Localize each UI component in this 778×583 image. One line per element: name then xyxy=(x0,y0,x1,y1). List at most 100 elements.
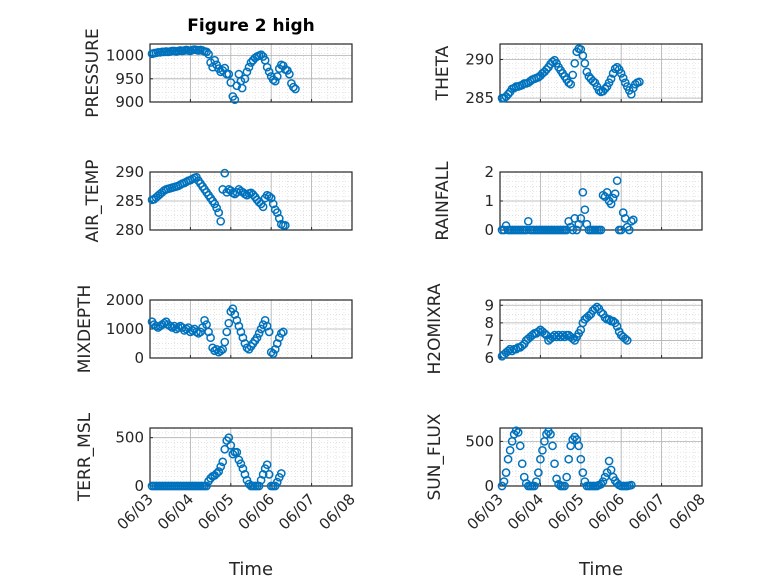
data-point xyxy=(568,70,578,80)
data-point xyxy=(580,58,590,68)
y-tick-label: 2 xyxy=(484,163,494,181)
data-point xyxy=(570,214,580,223)
data-point xyxy=(210,199,219,209)
data-point xyxy=(266,193,276,203)
x-tick-label: 06/07 xyxy=(275,490,318,533)
data-point xyxy=(558,330,567,340)
data-point xyxy=(268,199,278,209)
data-point xyxy=(578,187,588,197)
data-point xyxy=(214,208,224,217)
x-tick-label: 06/07 xyxy=(625,490,668,533)
data-point xyxy=(602,187,612,197)
y-tick-label: 900 xyxy=(115,93,144,111)
x-axis-label: Time xyxy=(228,559,273,580)
data-point xyxy=(274,214,284,223)
data-point xyxy=(501,468,511,477)
data-point xyxy=(236,459,246,469)
y-axis-label: THETA xyxy=(433,45,453,101)
data-point xyxy=(268,349,278,358)
data-point xyxy=(256,475,266,485)
x-tick-label: 06/08 xyxy=(316,490,359,533)
data-point xyxy=(568,225,578,235)
data-point xyxy=(212,203,222,213)
data-point xyxy=(608,316,618,326)
y-tick-label: 500 xyxy=(465,432,494,450)
data-point xyxy=(564,78,574,88)
data-point xyxy=(596,225,606,235)
data-point xyxy=(244,62,254,72)
data-point xyxy=(505,344,515,354)
data-point xyxy=(222,327,232,337)
y-tick-label: 7 xyxy=(484,331,494,349)
y-tick-label: 8 xyxy=(484,314,494,332)
data-point xyxy=(610,189,620,199)
data-point xyxy=(291,84,300,94)
y-tick-label: 290 xyxy=(115,163,144,181)
y-tick-label: 285 xyxy=(465,89,494,107)
data-point xyxy=(606,74,616,84)
data-point xyxy=(560,332,569,342)
data-point xyxy=(276,469,286,478)
data-point xyxy=(220,168,230,178)
data-point xyxy=(216,346,226,356)
data-point xyxy=(610,64,620,74)
y-tick-label: 6 xyxy=(484,349,494,367)
data-point xyxy=(499,477,509,486)
data-point xyxy=(574,441,584,451)
data-point xyxy=(588,76,598,86)
data-point xyxy=(542,65,551,74)
y-tick-label: 9 xyxy=(484,296,494,314)
data-point xyxy=(612,62,622,72)
data-point xyxy=(210,346,219,356)
data-point xyxy=(511,426,521,436)
data-point xyxy=(248,190,258,199)
data-point xyxy=(254,329,264,338)
data-point xyxy=(635,77,644,87)
data-point xyxy=(600,472,610,482)
data-point xyxy=(626,480,636,490)
y-tick-label: 1000 xyxy=(106,320,144,338)
data-point xyxy=(226,441,236,450)
y-axis-label: MIXDEPTH xyxy=(75,285,95,374)
y-tick-label: 0 xyxy=(134,477,144,495)
data-point xyxy=(624,225,634,235)
y-axis-label: TERR_MSL xyxy=(75,412,95,502)
data-point xyxy=(242,343,252,353)
data-point xyxy=(606,199,616,209)
data-point xyxy=(272,477,282,487)
data-point xyxy=(570,58,580,68)
data-point xyxy=(594,86,604,95)
x-tick-label: 06/04 xyxy=(504,490,547,533)
y-tick-label: 1000 xyxy=(106,47,144,65)
data-point xyxy=(216,216,226,226)
data-point xyxy=(564,454,574,464)
axes-box xyxy=(149,299,353,359)
data-point xyxy=(232,315,242,325)
data-point xyxy=(264,327,274,337)
data-point xyxy=(202,47,211,57)
data-point xyxy=(616,69,626,78)
data-point xyxy=(202,481,211,491)
data-point xyxy=(285,69,294,79)
data-point xyxy=(608,193,618,203)
data-point xyxy=(584,311,594,321)
data-point xyxy=(513,428,523,437)
data-point xyxy=(234,321,244,331)
data-point xyxy=(238,333,248,343)
data-point xyxy=(582,67,592,77)
data-point xyxy=(540,329,549,338)
data-point xyxy=(576,214,586,223)
data-point xyxy=(278,327,288,337)
data-point xyxy=(272,72,282,81)
data-point xyxy=(151,321,161,331)
data-point xyxy=(546,429,555,439)
data-point xyxy=(552,474,561,484)
data-point xyxy=(566,79,576,89)
x-tick-label: 06/04 xyxy=(154,490,197,533)
data-point xyxy=(230,310,240,319)
data-point xyxy=(220,337,230,347)
data-point xyxy=(242,67,252,77)
